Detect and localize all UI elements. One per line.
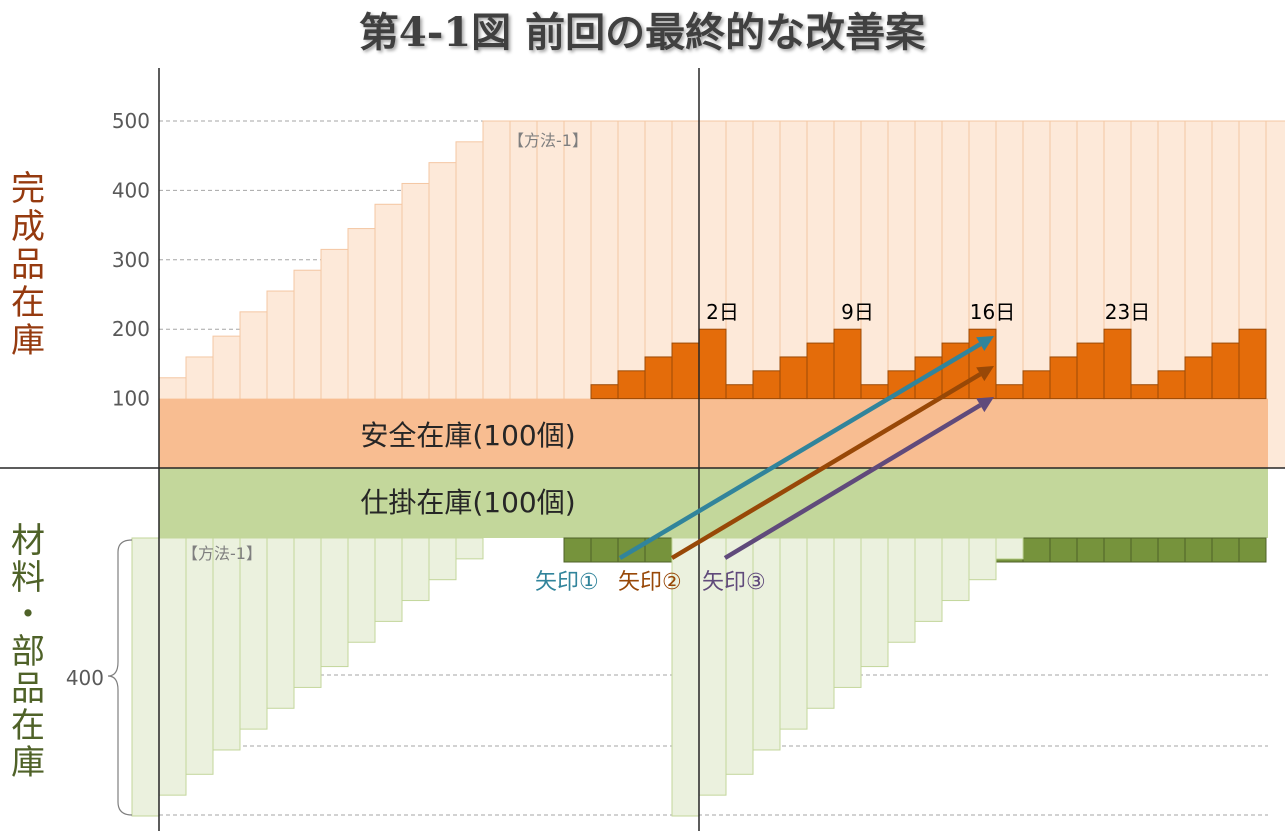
stock-bar [671, 342, 700, 400]
stock-bar [1076, 342, 1105, 400]
axes [0, 68, 1285, 831]
material-bar [401, 537, 430, 602]
finished-stock-bars [590, 328, 1267, 400]
material-bar [185, 537, 214, 775]
material-bar [455, 537, 484, 560]
safety-band-rect [159, 398, 1268, 468]
material-dark-bar [1049, 537, 1078, 563]
day-label: 16日 [970, 300, 1015, 324]
material-bar [266, 537, 295, 709]
material-bar [752, 537, 781, 751]
material-dark-bar [1184, 537, 1213, 563]
stock-bar [1211, 342, 1240, 400]
upper-axis-label: 完成品在庫 [11, 169, 45, 361]
material-bar [347, 537, 376, 643]
stock-bar [725, 384, 754, 400]
material-bar [239, 537, 268, 730]
material-bar [374, 537, 403, 622]
material-dark-bar [590, 537, 619, 563]
material-dark-bar [1103, 537, 1132, 563]
lower-axis-label: 材料・部品在庫 [11, 521, 45, 783]
stock-bar [779, 356, 808, 400]
y-tick-200: 200 [112, 317, 150, 341]
material-bar [914, 537, 943, 622]
material-bar [428, 537, 457, 581]
arrow-head-1 [976, 336, 994, 352]
day-label: 23日 [1105, 300, 1150, 324]
lower-tick-400: 400 [66, 666, 104, 690]
stock-bar [833, 328, 862, 400]
material-bar [833, 537, 862, 688]
day-label: 2日 [706, 300, 739, 324]
material-bar [806, 537, 835, 709]
arrow-label-2: 矢印② [618, 570, 682, 595]
material-bar [968, 537, 997, 581]
stock-bar [860, 384, 889, 400]
stock-bar [1157, 370, 1186, 400]
material-dark-bar [1076, 537, 1105, 563]
arrows: 矢印① 矢印② 矢印③ [535, 336, 994, 595]
material-bar [698, 537, 727, 796]
arrow-head-3 [976, 397, 994, 413]
arrow-label-1: 矢印① [535, 570, 599, 595]
material-bar [860, 537, 889, 668]
material-bar [671, 537, 700, 817]
stock-bar [806, 342, 835, 400]
arrow-line-3 [723, 403, 982, 560]
capacity-bar [1265, 120, 1285, 469]
stock-bar [914, 356, 943, 400]
stock-bar [590, 384, 619, 400]
arrow-head-2 [976, 366, 994, 382]
chart-title: 第4-1図 前回の最終的な改善案 [359, 9, 926, 56]
stock-bar [644, 356, 673, 400]
stock-bar [995, 384, 1024, 400]
material-bar [887, 537, 916, 643]
stock-bar [698, 328, 727, 400]
day-labels: 2日 9日 16日 23日 [706, 300, 1150, 324]
arrow-label-3: 矢印③ [702, 570, 766, 595]
y-tick-400: 400 [112, 178, 150, 202]
stock-bar [1103, 328, 1132, 400]
material-dark-bar [1157, 537, 1186, 563]
material-bar [131, 537, 160, 817]
stock-bar [1022, 370, 1051, 400]
day-label: 9日 [841, 300, 874, 324]
stock-bar [1238, 328, 1267, 400]
material-bar [158, 537, 187, 796]
wip-stock-label: 仕掛在庫(100個) [360, 486, 575, 519]
material-bar [212, 537, 241, 751]
safety-stock-label: 安全在庫(100個) [360, 419, 575, 452]
material-bar [995, 537, 1024, 560]
y-tick-labels: 100 200 300 400 500 [112, 109, 150, 411]
stock-bar [1130, 384, 1159, 400]
y-tick-300: 300 [112, 248, 150, 272]
arrow-line-1 [618, 342, 982, 560]
method-label-lower: 【方法-1】 [182, 544, 262, 563]
y-tick-500: 500 [112, 109, 150, 133]
material-dark-bar [1130, 537, 1159, 563]
y-tick-100: 100 [112, 387, 150, 411]
material-bar [320, 537, 349, 668]
material-dark-bar [563, 537, 592, 563]
stock-bar [617, 370, 646, 400]
method-label-upper: 【方法-1】 [508, 131, 588, 150]
material-bar [725, 537, 754, 775]
material-bar [779, 537, 808, 730]
material-dark-bar [1238, 537, 1267, 563]
stock-bar [1049, 356, 1078, 400]
material-bar [941, 537, 970, 602]
lower-brace [107, 539, 133, 816]
material-dark-bar [1022, 537, 1051, 563]
material-bar [293, 537, 322, 688]
stock-bar [752, 370, 781, 400]
material-dark-bar [1211, 537, 1240, 563]
material-bars [131, 537, 1024, 817]
arrow-line-2 [670, 372, 982, 560]
stock-bar [1184, 356, 1213, 400]
safety-stock-band [159, 398, 1268, 468]
